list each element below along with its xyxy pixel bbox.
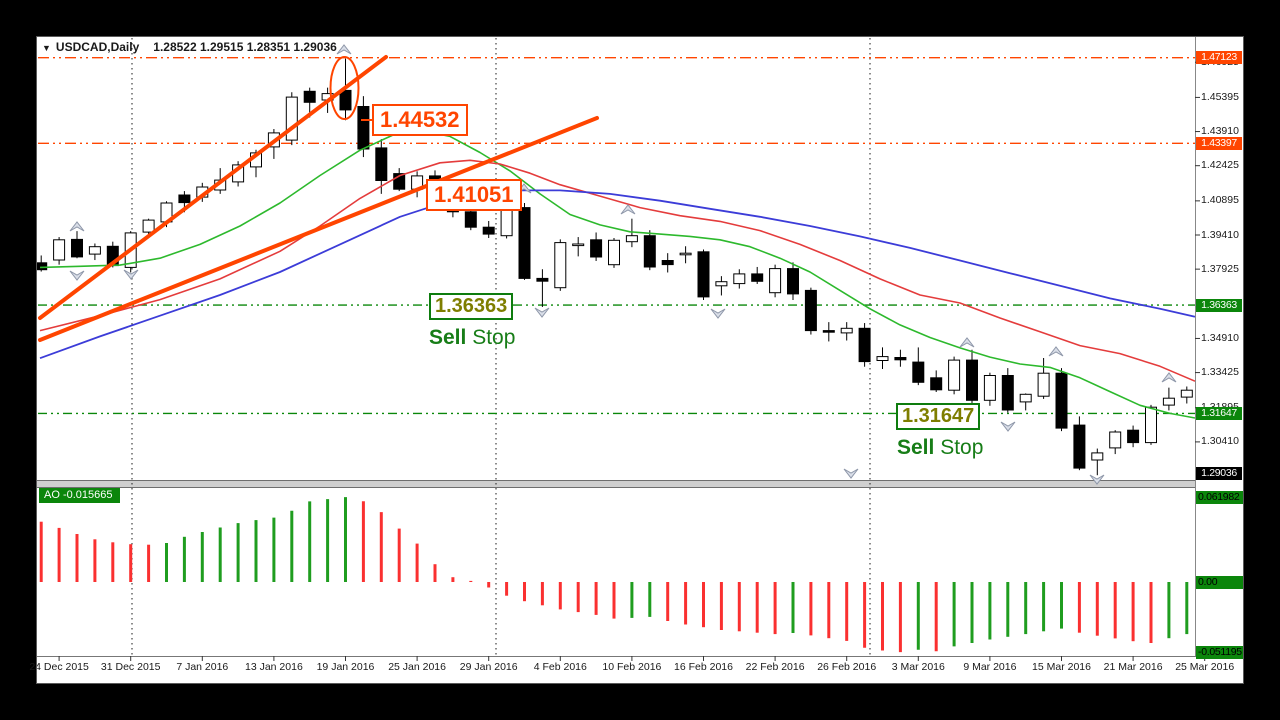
price-level-box-red: 1.47123 bbox=[1196, 51, 1242, 65]
x-axis-label: 22 Feb 2016 bbox=[745, 661, 805, 673]
x-axis-label: 10 Feb 2016 bbox=[602, 661, 662, 673]
x-axis-label: 3 Mar 2016 bbox=[891, 661, 945, 673]
ohlc-values: 1.28522 1.29515 1.28351 1.29036 bbox=[153, 40, 337, 54]
x-axis-label: 4 Feb 2016 bbox=[533, 661, 587, 673]
price-level-box-green: 1.31647 bbox=[1196, 406, 1242, 420]
price-chart-panel[interactable] bbox=[37, 37, 1195, 480]
y-axis-label: 1.33425 bbox=[1201, 366, 1239, 379]
sell-stop-text-1[interactable]: Sell Stop bbox=[429, 326, 515, 350]
panel-splitter[interactable] bbox=[37, 480, 1195, 488]
ao-level-box: -0.051195 bbox=[1196, 645, 1244, 659]
x-axis-label: 25 Mar 2016 bbox=[1175, 661, 1235, 673]
stop-word: Stop bbox=[940, 436, 984, 459]
x-axis-label: 24 Dec 2015 bbox=[29, 661, 89, 673]
sell-word: Sell bbox=[897, 436, 935, 459]
y-axis-label: 1.42425 bbox=[1201, 159, 1239, 172]
y-axis-label: 1.39410 bbox=[1201, 228, 1239, 241]
x-axis-label: 13 Jan 2016 bbox=[244, 661, 303, 673]
sell-stop-price-box-2[interactable]: 1.31647 bbox=[896, 403, 981, 430]
stop-word: Stop bbox=[472, 326, 516, 349]
y-axis-label: 1.40895 bbox=[1201, 194, 1239, 207]
ao-value-label: AO -0.015665 bbox=[39, 488, 120, 503]
price-label-144532[interactable]: 1.44532 bbox=[372, 104, 468, 136]
y-axis-label: 1.37925 bbox=[1201, 262, 1239, 275]
chart-ohlc-readout: ▼ USDCAD,Daily 1.28522 1.29515 1.28351 1.2… bbox=[42, 40, 337, 54]
x-axis-label: 19 Jan 2016 bbox=[316, 661, 375, 673]
sell-stop-price-box-1[interactable]: 1.36363 bbox=[429, 293, 514, 320]
symbol-dropdown-icon[interactable]: ▼ bbox=[42, 43, 51, 53]
x-axis-label: 25 Jan 2016 bbox=[388, 661, 446, 673]
symbol-label: USDCAD,Daily bbox=[55, 40, 140, 54]
sell-stop-text-2[interactable]: Sell Stop bbox=[897, 436, 983, 460]
x-axis-label: 7 Jan 2016 bbox=[176, 661, 229, 673]
x-axis-label: 15 Mar 2016 bbox=[1032, 661, 1091, 673]
price-level-box-green: 1.36363 bbox=[1196, 298, 1242, 312]
x-axis-label: 9 Mar 2016 bbox=[963, 661, 1017, 673]
bid-price-box: 1.29036 bbox=[1196, 466, 1242, 480]
y-axis-label: 1.45395 bbox=[1201, 90, 1239, 103]
sell-word: Sell bbox=[429, 326, 467, 349]
time-axis[interactable] bbox=[37, 656, 1243, 683]
ao-level-box: 0.061982 bbox=[1196, 490, 1244, 504]
ao-indicator-panel[interactable] bbox=[37, 488, 1195, 656]
y-axis-label: 1.43910 bbox=[1201, 125, 1239, 138]
x-axis-label: 29 Jan 2016 bbox=[459, 661, 518, 673]
x-axis-label: 16 Feb 2016 bbox=[674, 661, 733, 673]
x-axis-label: 26 Feb 2016 bbox=[817, 661, 877, 673]
price-level-box-red: 1.43397 bbox=[1196, 136, 1242, 150]
ao-level-box: 0.00 bbox=[1196, 575, 1244, 589]
price-label-141051[interactable]: 1.41051 bbox=[426, 179, 522, 211]
x-axis-label: 31 Dec 2015 bbox=[100, 661, 161, 673]
x-axis-label: 21 Mar 2016 bbox=[1103, 661, 1163, 673]
y-axis-label: 1.30410 bbox=[1201, 435, 1239, 448]
y-axis-label: 1.34910 bbox=[1201, 331, 1239, 344]
